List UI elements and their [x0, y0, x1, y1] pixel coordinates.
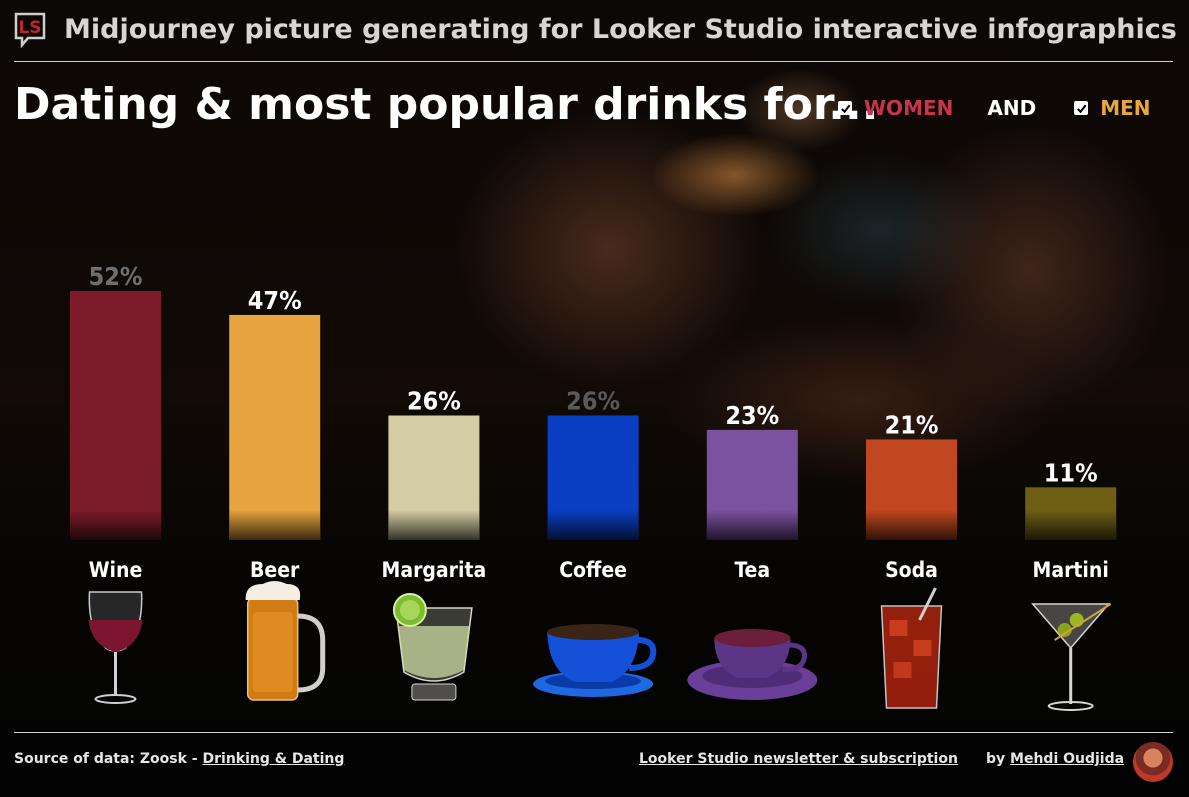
bar-shadow — [866, 510, 957, 540]
bar-beer[interactable] — [229, 314, 321, 540]
checkbox-checked-icon[interactable] — [1074, 101, 1089, 115]
value-label: 52% — [89, 262, 143, 291]
wine-glass-icon — [88, 591, 143, 704]
bar-shadow — [547, 510, 639, 540]
legend-and-label: AND — [987, 96, 1037, 120]
martini-glass-icon — [1031, 603, 1112, 711]
bar-shadow — [1025, 510, 1117, 540]
checkbox-checked-icon[interactable] — [838, 101, 852, 115]
source-link[interactable]: Drinking & Dating — [202, 751, 345, 767]
byline: by Mehdi Oudjida — [986, 751, 1124, 767]
legend-women[interactable]: WOMEN — [838, 96, 953, 120]
value-label: 23% — [725, 401, 779, 430]
header-divider — [14, 61, 1173, 62]
category-label: Beer — [250, 558, 300, 582]
footer-divider — [14, 732, 1173, 733]
value-label: 26% — [566, 387, 620, 416]
bar-shadow — [70, 510, 161, 540]
bar-group-soda[interactable]: 21% Soda — [866, 410, 957, 582]
value-label: 47% — [248, 286, 302, 315]
author-avatar[interactable] — [1133, 742, 1173, 782]
category-label: Soda — [885, 558, 938, 582]
newsletter-link[interactable]: Looker Studio newsletter & subscription — [639, 751, 958, 767]
soda-glass-icon — [880, 587, 943, 709]
bar-group-tea[interactable]: 23% Tea — [706, 401, 798, 582]
category-label: Coffee — [559, 558, 627, 582]
category-label: Margarita — [382, 558, 487, 582]
source-note: Source of data: Zoosk - Drinking & Datin… — [14, 751, 344, 767]
category-label: Wine — [89, 558, 143, 582]
logo-text: LS — [18, 18, 41, 38]
bar-shadow — [388, 510, 480, 540]
bar-wine[interactable] — [70, 291, 161, 540]
bar-group-martini[interactable]: 11% Martini — [1025, 458, 1117, 582]
tea-cup-icon — [687, 629, 818, 700]
coffee-cup-icon — [533, 624, 657, 697]
beer-mug-icon — [245, 581, 326, 701]
by-prefix: by — [986, 751, 1011, 767]
bar-group-wine[interactable]: 52% Wine — [70, 262, 161, 582]
legend-men-label: MEN — [1100, 96, 1151, 120]
looker-studio-logo: LS — [14, 12, 46, 48]
chart-title: Dating & most popular drinks for... — [14, 79, 879, 130]
bar-shadow — [706, 510, 798, 540]
legend: WOMEN AND MEN — [838, 93, 1151, 123]
bar-group-coffee[interactable]: 26% Coffee — [547, 387, 639, 583]
category-label: Martini — [1033, 558, 1109, 582]
bar-group-beer[interactable]: 47% Beer — [229, 286, 321, 582]
value-label: 26% — [407, 387, 461, 416]
author-link[interactable]: Mehdi Oudjida — [1010, 751, 1125, 767]
legend-women-label: WOMEN — [864, 96, 954, 120]
value-label: 11% — [1044, 458, 1098, 487]
value-label: 21% — [885, 410, 939, 439]
bar-group-margarita[interactable]: 26% Margarita — [382, 387, 487, 583]
newsletter-link-wrap: Looker Studio newsletter & subscription — [639, 751, 958, 767]
margarita-glass-icon — [392, 593, 473, 701]
legend-men[interactable]: MEN — [1074, 96, 1151, 120]
bar-shadow — [229, 510, 321, 540]
category-label: Tea — [734, 558, 770, 582]
app-title: Midjourney picture generating for Looker… — [64, 14, 1177, 45]
source-prefix: Source of data: Zoosk - — [14, 751, 203, 767]
